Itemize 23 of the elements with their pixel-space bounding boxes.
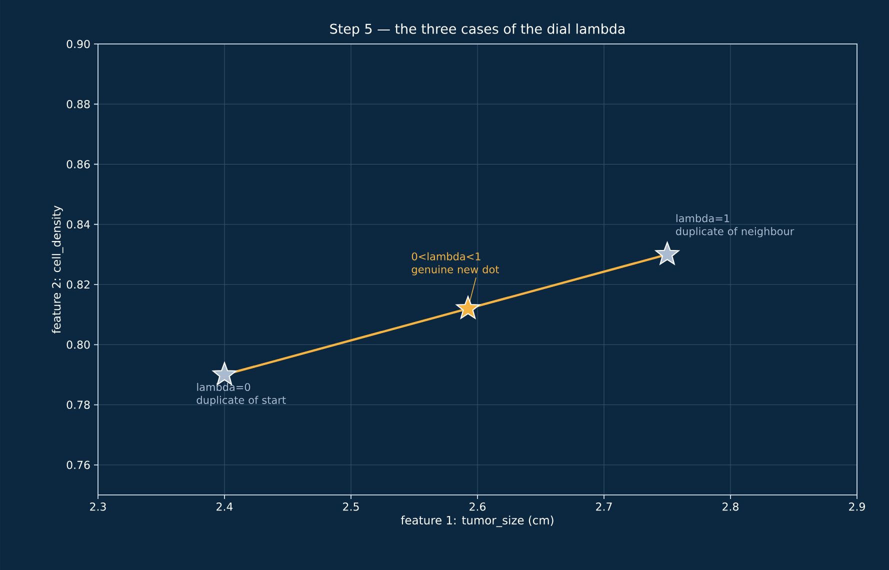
point [655, 242, 680, 265]
x-tick-label: 2.3 [90, 502, 106, 511]
y-axis-title: feature 2: cell_density [52, 206, 64, 334]
y-tick-label: 0.76 [66, 460, 90, 470]
y-tick-label: 0.78 [66, 400, 90, 409]
x-axis-title: feature 1: tumor_size (cm) [400, 516, 554, 528]
annotation: lambda=0 duplicate of start [196, 382, 286, 406]
y-tick-label: 0.90 [66, 40, 90, 48]
y-tick-label: 0.88 [66, 100, 90, 108]
point [456, 296, 480, 319]
y-tick-label: 0.86 [66, 160, 90, 168]
annotation: lambda=1 duplicate of neighbour [676, 214, 794, 238]
annotation: 0<lambda<1 genuine new dot [412, 252, 500, 276]
y-tick-label: 0.84 [66, 220, 90, 229]
x-tick-label: 2.9 [849, 502, 865, 511]
x-tick-label: 2.4 [216, 502, 233, 511]
x-tick-label: 2.6 [470, 502, 486, 511]
chart-title: Step 5 — the three cases of the dial lambda [330, 23, 624, 36]
y-tick-label: 0.82 [66, 280, 90, 289]
x-tick-label: 2.5 [343, 502, 359, 511]
x-tick-label: 2.7 [596, 502, 612, 511]
y-tick-label: 0.80 [66, 340, 90, 349]
x-tick-label: 2.8 [722, 502, 738, 511]
